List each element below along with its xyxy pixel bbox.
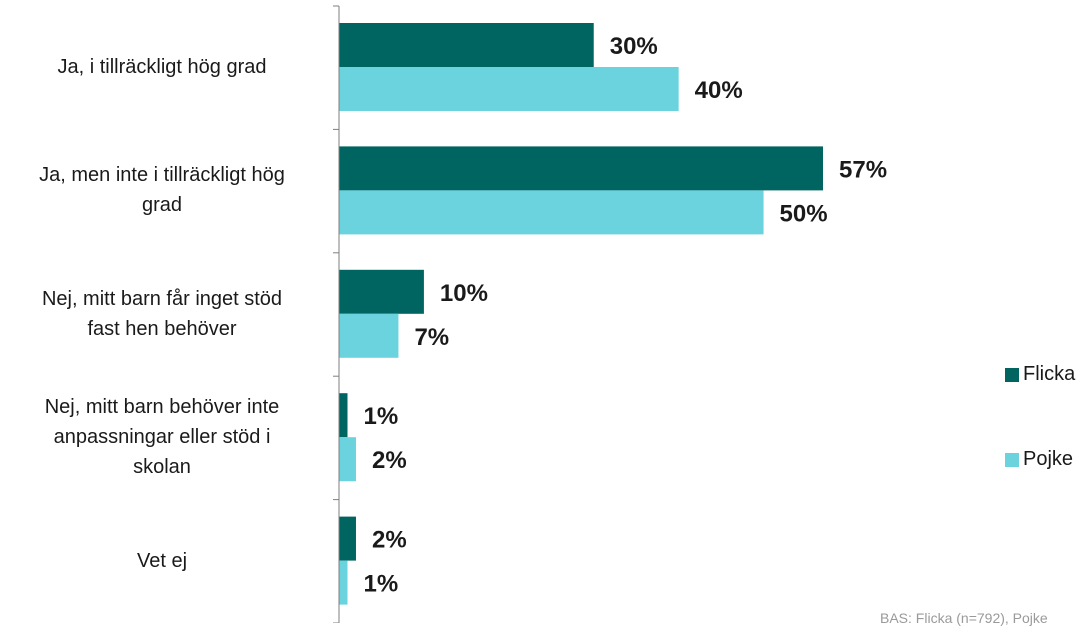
category-label-line: Vet ej [136, 549, 188, 572]
bar-flicka-0 [339, 23, 594, 67]
category-label-line: fast hen behöver [87, 317, 237, 340]
category-label-line: Ja, men inte i tillräckligt hög [39, 164, 285, 187]
legend-item-pojke: Pojke [1005, 448, 1073, 471]
bar-pojke-1 [339, 190, 764, 235]
bar-pojke-4 [339, 560, 348, 605]
bar-pojke-2 [339, 313, 399, 358]
category-label-line: Nej, mitt barn får inget stöd [41, 287, 283, 310]
category-label-0: Ja, i tillräckligt hög grad [7, 52, 317, 82]
legend-label-pojke: Pojke [1023, 448, 1074, 470]
data-label-flicka-1: 57% [839, 156, 887, 183]
category-label-1: Ja, men inte i tillräckligt hög grad [7, 160, 317, 220]
footnote: BAS: Flicka (n=792), Pojke [880, 610, 1048, 626]
category-label-line: Nej, mitt barn behöver inte [44, 396, 280, 419]
category-label-line: skolan [133, 456, 191, 479]
bar-pojke-0 [339, 67, 679, 111]
category-label-2: Nej, mitt barn får inget stöd fast hen be… [7, 284, 317, 344]
bar-flicka-1 [339, 146, 823, 191]
category-label-line: anpassningar eller stöd i [53, 426, 271, 449]
legend-swatch-pojke [1005, 452, 1019, 467]
legend-swatch-flicka [1005, 367, 1019, 382]
data-label-pojke-3: 2% [372, 447, 407, 474]
data-label-flicka-3: 1% [363, 403, 398, 430]
category-label-line: Ja, i tillräckligt hög grad [57, 56, 267, 78]
data-label-flicka-0: 30% [610, 33, 658, 60]
bar-flicka-4 [339, 516, 356, 561]
data-label-flicka-2: 10% [440, 280, 488, 307]
category-label-3: Nej, mitt barn behöver inte anpassningar … [7, 392, 317, 482]
category-label-4: Vet ej [7, 546, 317, 576]
bar-flicka-3 [339, 393, 348, 438]
category-label-line: grad [141, 194, 183, 217]
legend-label-flicka: Flicka [1023, 363, 1076, 385]
legend-item-flicka: Flicka [1005, 363, 1075, 386]
bar-flicka-2 [339, 269, 424, 314]
data-label-flicka-4: 2% [372, 527, 407, 554]
bar-pojke-3 [339, 437, 356, 482]
data-label-pojke-1: 50% [780, 200, 828, 227]
data-label-pojke-0: 40% [695, 77, 743, 104]
data-label-pojke-2: 7% [414, 324, 449, 351]
data-label-pojke-4: 1% [363, 571, 398, 598]
